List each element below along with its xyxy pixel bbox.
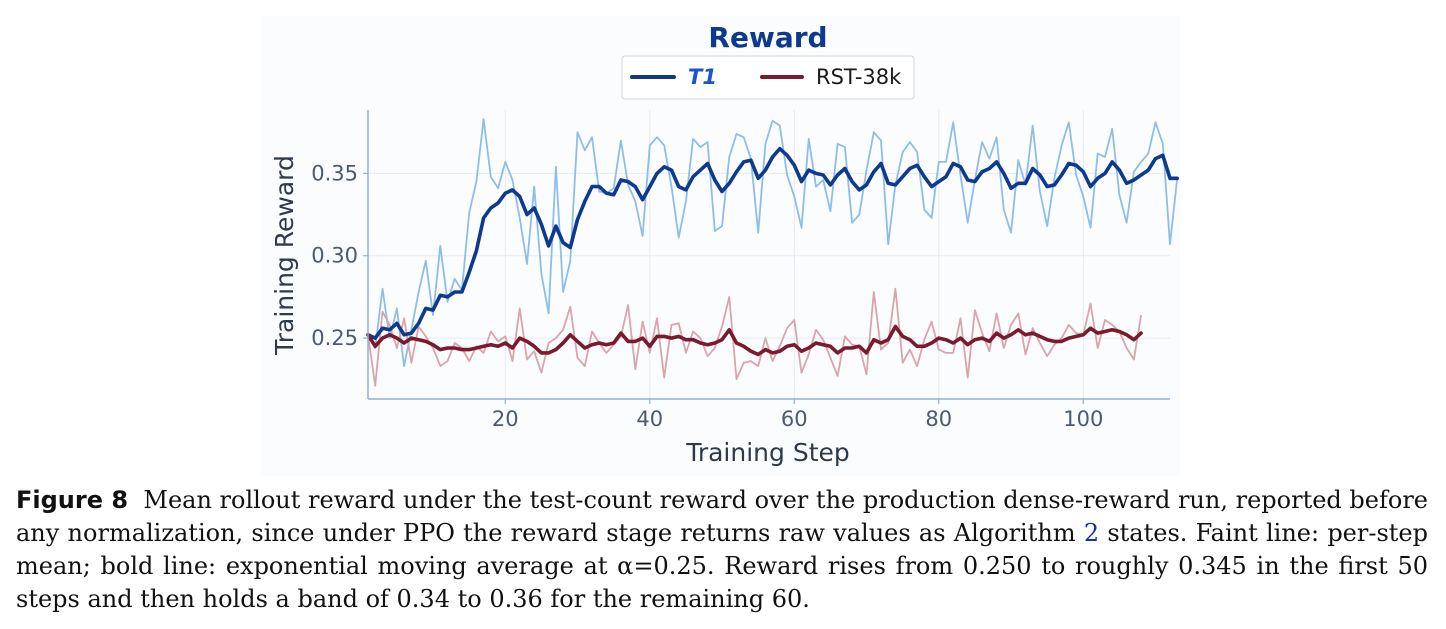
figure-caption: Figure 8 Mean rollout reward under the t… — [16, 484, 1428, 616]
caption-text-1: Mean rollout reward under the test-count… — [16, 486, 1428, 547]
x-tick-label: 60 — [781, 407, 808, 431]
legend-label-rst: RST-38k — [816, 65, 902, 89]
algorithm-ref-link[interactable]: 2 — [1083, 519, 1100, 547]
legend[interactable]: T1 RST-38k — [621, 55, 915, 100]
series-t1-raw-line — [367, 118, 1179, 368]
legend-label-t1: T1 — [688, 65, 717, 89]
y-axis-label: Training Reward — [270, 155, 299, 356]
axes — [367, 110, 1170, 400]
ticks: 20 40 60 80 100 0.25 0.30 0.35 — [311, 161, 1103, 431]
chart-title: Reward — [708, 21, 827, 54]
x-axis-label: Training Step — [685, 438, 850, 467]
ema-lines — [366, 146, 1179, 357]
raw-lines — [367, 118, 1179, 387]
x-tick-label: 100 — [1063, 407, 1103, 431]
figure-label: Figure 8 — [16, 486, 129, 514]
y-tick-label: 0.25 — [311, 326, 358, 350]
x-tick-label: 40 — [636, 407, 663, 431]
x-tick-label: 80 — [925, 407, 952, 431]
series-t1-ema-line — [366, 146, 1179, 340]
caption-text-2: states. Faint line: per-step mean; bold … — [16, 519, 1428, 613]
y-tick-label: 0.30 — [311, 244, 358, 268]
series-rst-38k-ema-line — [366, 324, 1143, 357]
x-tick-label: 20 — [492, 407, 519, 431]
series-rst-38k-raw-line — [367, 287, 1142, 387]
y-tick-label: 0.35 — [311, 161, 358, 185]
reward-chart: 20 40 60 80 100 0.25 0.30 0.35 Reward T1 RST-38… — [270, 21, 1179, 467]
